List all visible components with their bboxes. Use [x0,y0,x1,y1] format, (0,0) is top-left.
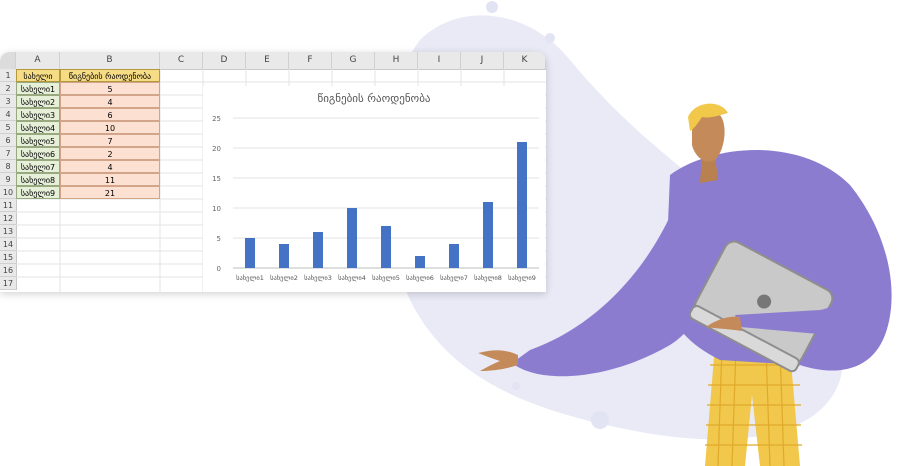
cell-name[interactable]: სახელი2 [16,95,60,108]
cell-name[interactable]: სახელი5 [16,134,60,147]
row-header[interactable]: 16 [0,264,16,277]
bar[interactable] [415,256,425,268]
bar-chart[interactable]: წიგნების რაოდენობა 0 5 10 15 20 25 სახელი1 სახე… [203,86,545,292]
row-header[interactable]: 7 [0,147,16,160]
bar[interactable] [449,244,459,268]
column-header-h[interactable]: H [375,52,418,69]
row-header[interactable]: 13 [0,225,16,238]
chart-plot: 0 5 10 15 20 25 სახელი1 სახელი2 სახელი3 სახელი4 სა… [212,115,539,282]
column-header-b[interactable]: B [60,52,160,69]
cell-a1[interactable]: სახელი [16,69,60,82]
cell-count[interactable]: 21 [60,186,160,199]
bar[interactable] [279,244,289,268]
cell-count[interactable]: 5 [60,82,160,95]
column-header-bar: A B C D E F G H I J K [0,52,546,70]
cell-count[interactable]: 6 [60,108,160,121]
cell-count[interactable]: 4 [60,95,160,108]
row-header[interactable]: 10 [0,186,16,199]
row-header[interactable]: 15 [0,251,16,264]
cell-name[interactable]: სახელი6 [16,147,60,160]
x-tick-label: სახელი7 [440,274,468,282]
cell-name[interactable]: სახელი3 [16,108,60,121]
row-header[interactable]: 6 [0,134,16,147]
row-header[interactable]: 14 [0,238,16,251]
spreadsheet-window: A B C D E F G H I J K 1 2 3 4 5 6 7 8 9 … [0,52,546,292]
column-header-c[interactable]: C [160,52,203,69]
cell-name[interactable]: სახელი1 [16,82,60,95]
cell-count[interactable]: 7 [60,134,160,147]
column-header-e[interactable]: E [246,52,289,69]
column-header-d[interactable]: D [203,52,246,69]
person-illustration [478,103,892,466]
cell-name[interactable]: სახელი7 [16,160,60,173]
column-header-f[interactable]: F [289,52,332,69]
cell-name[interactable]: სახელი9 [16,186,60,199]
cell-name[interactable]: სახელი4 [16,121,60,134]
column-header-g[interactable]: G [332,52,375,69]
bar[interactable] [347,208,357,268]
bar[interactable] [381,226,391,268]
x-tick-label: სახელი4 [338,274,366,282]
row-header[interactable]: 4 [0,108,16,121]
column-header-j[interactable]: J [461,52,504,69]
y-tick-label: 25 [212,115,221,123]
bar[interactable] [483,202,493,268]
row-header[interactable]: 12 [0,212,16,225]
cell-count[interactable]: 2 [60,147,160,160]
row-header[interactable]: 9 [0,173,16,186]
y-tick-label: 15 [212,175,221,183]
cell-count[interactable]: 11 [60,173,160,186]
y-tick-label: 20 [212,145,221,153]
x-tick-label: სახელი9 [508,274,536,282]
select-all-corner[interactable] [0,52,16,69]
row-header[interactable]: 5 [0,121,16,134]
y-tick-label: 0 [217,265,221,273]
bar[interactable] [245,238,255,268]
x-tick-label: სახელი3 [304,274,332,282]
row-header[interactable]: 11 [0,199,16,212]
row-header[interactable]: 3 [0,95,16,108]
bar[interactable] [313,232,323,268]
column-header-a[interactable]: A [16,52,60,69]
row-header-bar: 1 2 3 4 5 6 7 8 9 10 11 12 13 14 15 16 1… [0,69,17,290]
x-tick-label: სახელი6 [406,274,434,282]
x-tick-label: სახელი8 [474,274,502,282]
cell-name[interactable]: სახელი8 [16,173,60,186]
cell-b1[interactable]: წიგნების რაოდენობა [60,69,160,82]
chart-title: წიგნების რაოდენობა [317,92,431,105]
bar[interactable] [517,142,527,268]
row-header[interactable]: 2 [0,82,16,95]
row-header[interactable]: 17 [0,277,16,290]
cell-count[interactable]: 4 [60,160,160,173]
column-header-k[interactable]: K [504,52,546,69]
x-tick-label: სახელი2 [270,274,298,282]
column-header-i[interactable]: I [418,52,461,69]
y-tick-label: 10 [212,205,221,213]
row-header[interactable]: 1 [0,69,16,82]
x-tick-label: სახელი1 [236,274,264,282]
y-tick-label: 5 [217,235,221,243]
x-tick-label: სახელი5 [372,274,400,282]
row-header[interactable]: 8 [0,160,16,173]
cell-count[interactable]: 10 [60,121,160,134]
